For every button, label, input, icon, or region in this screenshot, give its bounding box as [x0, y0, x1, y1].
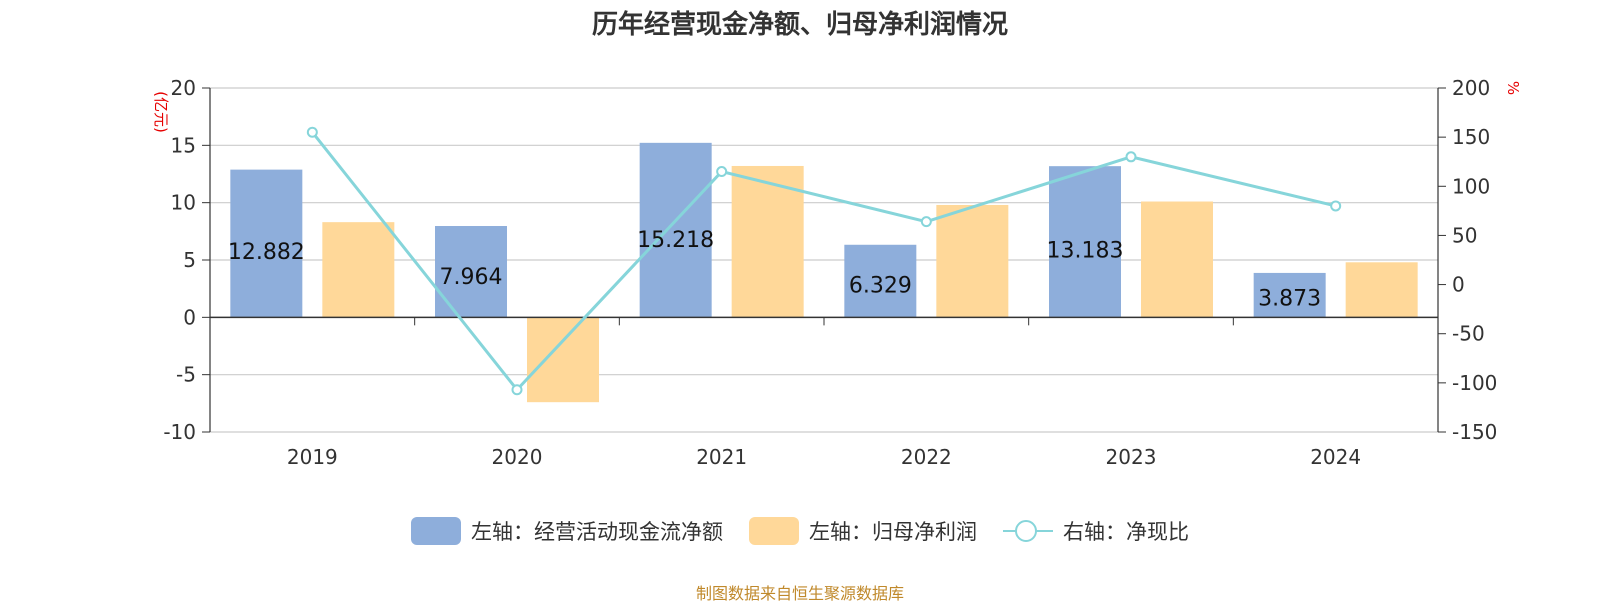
ratio-point — [306, 126, 318, 138]
legend-line-ratio-icon — [1003, 517, 1053, 545]
right-axis-tick-label: -150 — [1452, 420, 1497, 444]
left-axis-tick-label: -10 — [163, 420, 196, 444]
ratio-point — [1330, 200, 1342, 212]
left-axis-tick-label: 10 — [171, 191, 196, 215]
ratio-point — [511, 384, 523, 396]
right-axis-tick-label: 100 — [1452, 174, 1490, 198]
bar-net-profit — [936, 204, 1009, 318]
axis-layer: 20151050-5-10200150100500-50-100-1502019… — [152, 76, 1522, 469]
label-layer: 12.882 7.964 15.218 6.329 13.183 3.873 — [228, 228, 1321, 312]
ratio-point — [1125, 151, 1137, 163]
ratio-point — [920, 216, 932, 228]
legend-label-operating-cash: 左轴：经营活动现金流净额 — [471, 520, 723, 544]
legend: 左轴：经营活动现金流净额 左轴：归母净利润 右轴：净现比 — [0, 516, 1600, 546]
category-label: 2019 — [287, 445, 338, 469]
right-axis-tick-label: 0 — [1452, 273, 1465, 297]
legend-swatch-operating-cash — [411, 517, 461, 545]
right-axis-unit: % — [1504, 81, 1522, 95]
ratio-line — [311, 131, 1337, 393]
legend-label-ratio: 右轴：净现比 — [1063, 520, 1189, 544]
right-axis-tick-label: 150 — [1452, 125, 1490, 149]
legend-swatch-net-profit — [749, 517, 799, 545]
left-axis-tick-label: 15 — [171, 133, 196, 157]
bar-net-profit — [731, 165, 804, 318]
data-label-operating-cash: 15.218 — [637, 228, 714, 253]
right-axis-tick-label: -100 — [1452, 371, 1497, 395]
right-axis-tick-label: 200 — [1452, 76, 1490, 100]
right-axis-tick-label: -50 — [1452, 322, 1485, 346]
bar-operating-cash — [639, 142, 712, 318]
data-label-operating-cash: 12.882 — [228, 240, 305, 265]
ratio-point — [716, 166, 728, 178]
left-axis-tick-label: 5 — [183, 248, 196, 272]
line-layer — [306, 126, 1342, 396]
data-label-operating-cash: 13.183 — [1047, 238, 1124, 263]
source-note: 制图数据来自恒生聚源数据库 — [695, 584, 904, 603]
category-label: 2024 — [1310, 445, 1361, 469]
right-axis-tick-label: 50 — [1452, 223, 1477, 247]
chart-title: 历年经营现金净额、归母净利润情况 — [591, 10, 1008, 40]
category-label: 2020 — [492, 445, 543, 469]
data-label-operating-cash: 7.964 — [440, 265, 503, 290]
bar-operating-cash — [844, 244, 917, 318]
bar-net-profit — [527, 317, 599, 403]
left-axis-tick-label: 20 — [171, 76, 196, 100]
bar-operating-cash — [1253, 272, 1326, 318]
left-axis-tick-label: 0 — [183, 305, 196, 329]
legend-label-net-profit: 左轴：归母净利润 — [809, 520, 977, 544]
category-label: 2023 — [1106, 445, 1157, 469]
category-label: 2022 — [901, 445, 952, 469]
data-label-operating-cash: 6.329 — [849, 274, 912, 299]
legend-item-ratio[interactable]: 右轴：净现比 — [1003, 516, 1189, 546]
legend-item-net-profit[interactable]: 左轴：归母净利润 — [749, 516, 977, 546]
bar-operating-cash — [230, 169, 303, 318]
left-axis-tick-label: -5 — [176, 363, 196, 387]
bar-net-profit — [322, 222, 395, 318]
bar-net-profit — [1345, 262, 1418, 318]
category-label: 2021 — [696, 445, 747, 469]
data-label-operating-cash: 3.873 — [1258, 286, 1321, 311]
left-axis-unit: (亿元) — [152, 91, 170, 133]
legend-item-operating-cash[interactable]: 左轴：经营活动现金流净额 — [411, 516, 723, 546]
bar-net-profit — [1141, 201, 1213, 318]
bar-operating-cash — [1049, 166, 1121, 318]
